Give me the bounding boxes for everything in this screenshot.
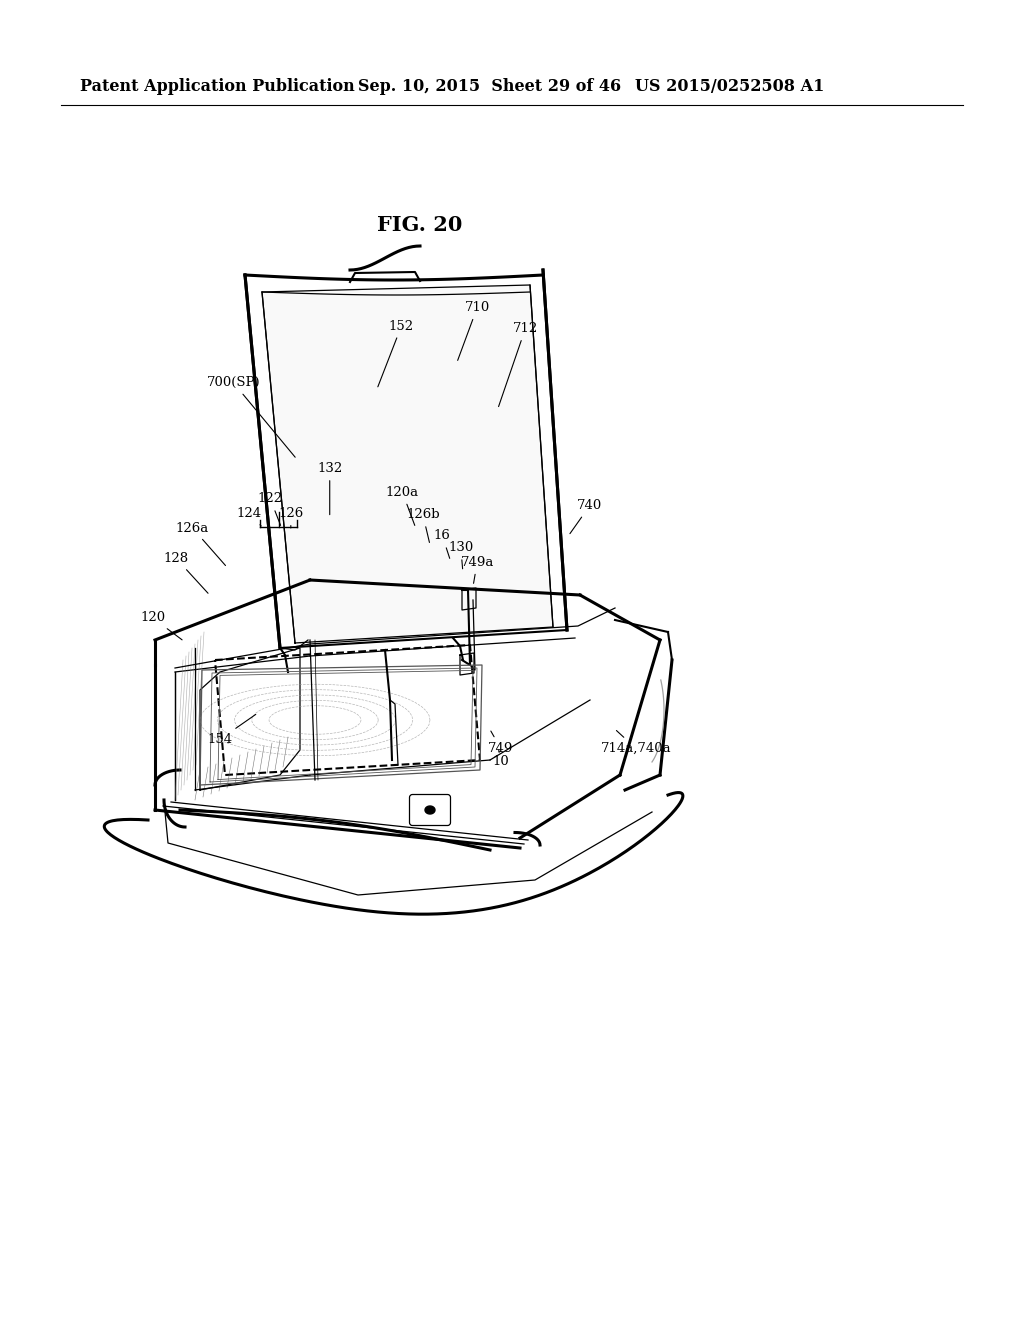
Text: 120a: 120a — [386, 486, 419, 525]
FancyBboxPatch shape — [410, 795, 451, 825]
Text: 122: 122 — [258, 492, 283, 525]
Text: 16: 16 — [434, 529, 451, 558]
Text: 120: 120 — [140, 611, 182, 640]
Text: Sep. 10, 2015  Sheet 29 of 46: Sep. 10, 2015 Sheet 29 of 46 — [358, 78, 622, 95]
Text: 740: 740 — [570, 499, 602, 533]
Text: 126b: 126b — [407, 508, 439, 543]
Text: 710: 710 — [458, 301, 489, 360]
Text: 132: 132 — [317, 462, 342, 515]
Text: 714a,740a: 714a,740a — [601, 730, 671, 755]
Text: 128: 128 — [164, 552, 208, 593]
Text: 749: 749 — [488, 731, 513, 755]
Text: 152: 152 — [378, 319, 414, 387]
Text: 126a: 126a — [176, 521, 225, 565]
Text: 700(SP): 700(SP) — [207, 376, 295, 457]
Text: US 2015/0252508 A1: US 2015/0252508 A1 — [635, 78, 824, 95]
Polygon shape — [425, 807, 435, 814]
Polygon shape — [262, 285, 553, 643]
Text: 126: 126 — [279, 507, 303, 528]
Text: 10: 10 — [493, 750, 509, 768]
Text: 712: 712 — [499, 322, 538, 407]
Text: FIG. 20: FIG. 20 — [377, 215, 463, 235]
Text: 124: 124 — [237, 507, 261, 527]
Text: 154: 154 — [208, 714, 256, 746]
Text: Patent Application Publication: Patent Application Publication — [80, 78, 354, 95]
Text: 130: 130 — [449, 541, 473, 569]
Text: 749a: 749a — [461, 556, 494, 583]
